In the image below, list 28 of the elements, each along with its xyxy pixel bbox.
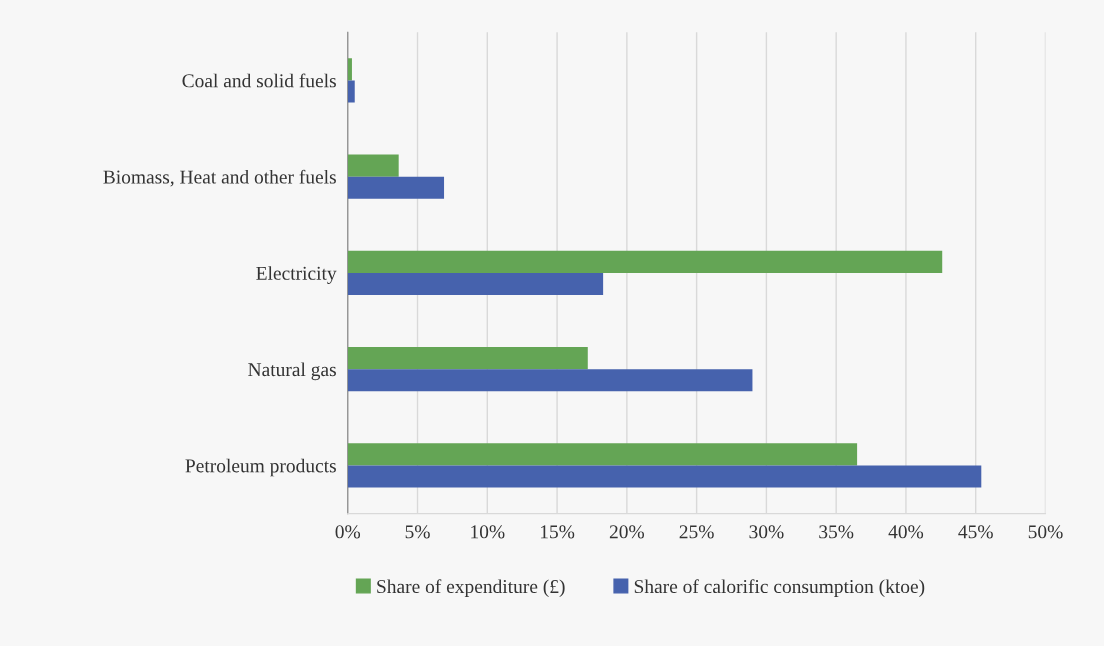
bar (347, 250, 943, 273)
x-tick-label: 30% (749, 525, 784, 539)
y-tick-label: Electricity (256, 266, 337, 284)
x-tick-label: 40% (888, 525, 924, 539)
legend-label: Share of expenditure (£) (377, 579, 565, 598)
x-tick-label: 45% (958, 525, 993, 539)
bar (347, 176, 445, 199)
x-tick-label: 0% (335, 525, 361, 539)
y-tick-label: Coal and solid fuels (182, 73, 336, 88)
x-tick-label: 20% (609, 525, 645, 539)
bar (347, 347, 588, 370)
bar (347, 443, 858, 466)
x-tick-label: 5% (405, 525, 430, 539)
x-tick-label: 35% (819, 525, 854, 539)
bar (347, 154, 399, 177)
y-tick-label: Natural gas (248, 362, 336, 381)
y-tick-label: Petroleum products (185, 458, 336, 477)
bar (347, 465, 982, 488)
bar (347, 80, 355, 103)
x-tick-label: 15% (540, 525, 575, 539)
legend-label: Share of calorific consumption (ktoe) (634, 579, 925, 598)
x-tick-label: 10% (471, 525, 505, 539)
y-tick-label: Biomass, Heat and other fuels (103, 169, 336, 187)
bar (347, 272, 604, 296)
bar (347, 369, 753, 392)
x-tick-label: 25% (679, 525, 714, 539)
bar (347, 58, 352, 81)
x-tick-label: 50% (1028, 525, 1063, 539)
